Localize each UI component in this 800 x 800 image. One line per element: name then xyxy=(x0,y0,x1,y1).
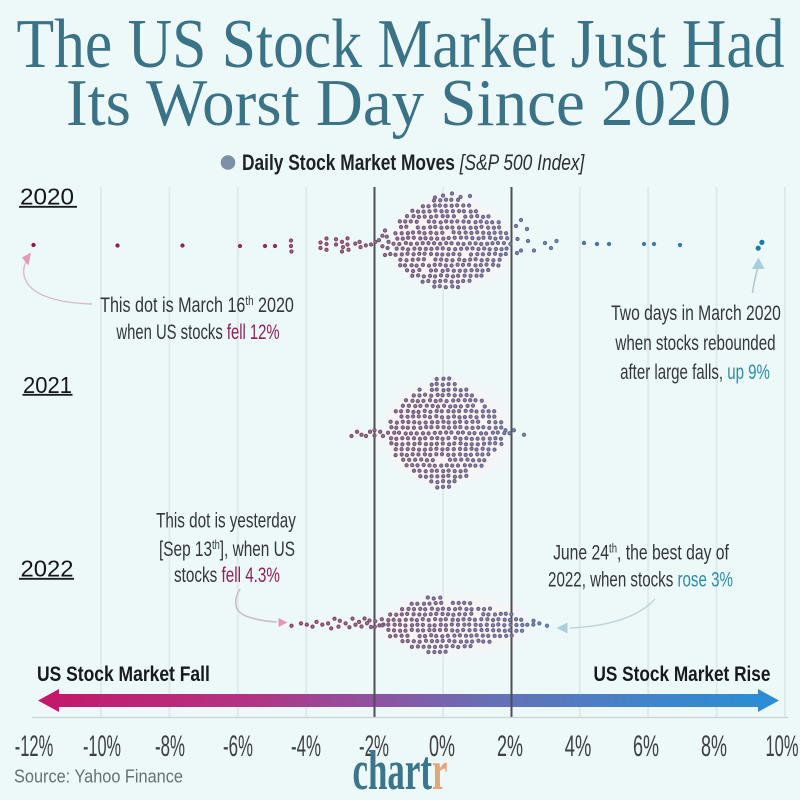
svg-text:4%: 4% xyxy=(565,731,591,763)
svg-text:-4%: -4% xyxy=(291,730,321,763)
svg-text:when stocks rebounded: when stocks rebounded xyxy=(615,330,776,354)
svg-text:Daily Stock Market Moves [S&P: Daily Stock Market Moves [S&P 500 Index] xyxy=(242,151,585,176)
svg-text:[Sep 13th​], when US: [Sep 13th​], when US xyxy=(159,536,295,560)
svg-text:Its Worst Day Since 2020: Its Worst Day Since 2020 xyxy=(66,66,731,140)
svg-text:June 24th​, the best day of: June 24th​, the best day of xyxy=(553,540,730,564)
svg-text:-12%: -12% xyxy=(15,730,53,763)
svg-text:-2%: -2% xyxy=(359,730,389,763)
svg-text:2%: 2% xyxy=(497,731,523,764)
svg-text:Two days in March 2020: Two days in March 2020 xyxy=(611,301,781,325)
svg-text:2021: 2021 xyxy=(23,373,72,399)
svg-text:2022: 2022 xyxy=(21,556,74,582)
svg-text:10%: 10% xyxy=(766,730,799,763)
svg-text:-6%: -6% xyxy=(223,730,253,763)
svg-text:Source: Yahoo Finance: Source: Yahoo Finance xyxy=(14,766,183,787)
svg-text:8%: 8% xyxy=(701,731,727,764)
svg-text:2022, when stocks rose 3%: 2022, when stocks rose 3% xyxy=(548,567,733,591)
svg-text:US Stock Market Fall: US Stock Market Fall xyxy=(37,662,210,686)
svg-text:6%: 6% xyxy=(633,731,659,764)
svg-text:This dot is yesterday: This dot is yesterday xyxy=(156,508,296,532)
svg-text:-8%: -8% xyxy=(155,730,185,763)
svg-text:-10%: -10% xyxy=(83,730,121,763)
svg-text:after large falls, up 9%: after large falls, up 9% xyxy=(620,359,770,383)
svg-text:chartr: chartr xyxy=(353,741,448,800)
svg-text:0%: 0% xyxy=(429,731,455,764)
svg-text:when US stocks fell 12%: when US stocks fell 12% xyxy=(116,319,280,343)
svg-text:The US Stock Market Just Had: The US Stock Market Just Had xyxy=(16,5,784,83)
svg-text:stocks fell 4.3%: stocks fell 4.3% xyxy=(174,562,280,586)
svg-text:US Stock Market Rise: US Stock Market Rise xyxy=(594,662,771,686)
svg-text:This dot is March 16th​ 2020: This dot is March 16th​ 2020 xyxy=(100,294,294,318)
svg-text:2020: 2020 xyxy=(20,185,74,210)
